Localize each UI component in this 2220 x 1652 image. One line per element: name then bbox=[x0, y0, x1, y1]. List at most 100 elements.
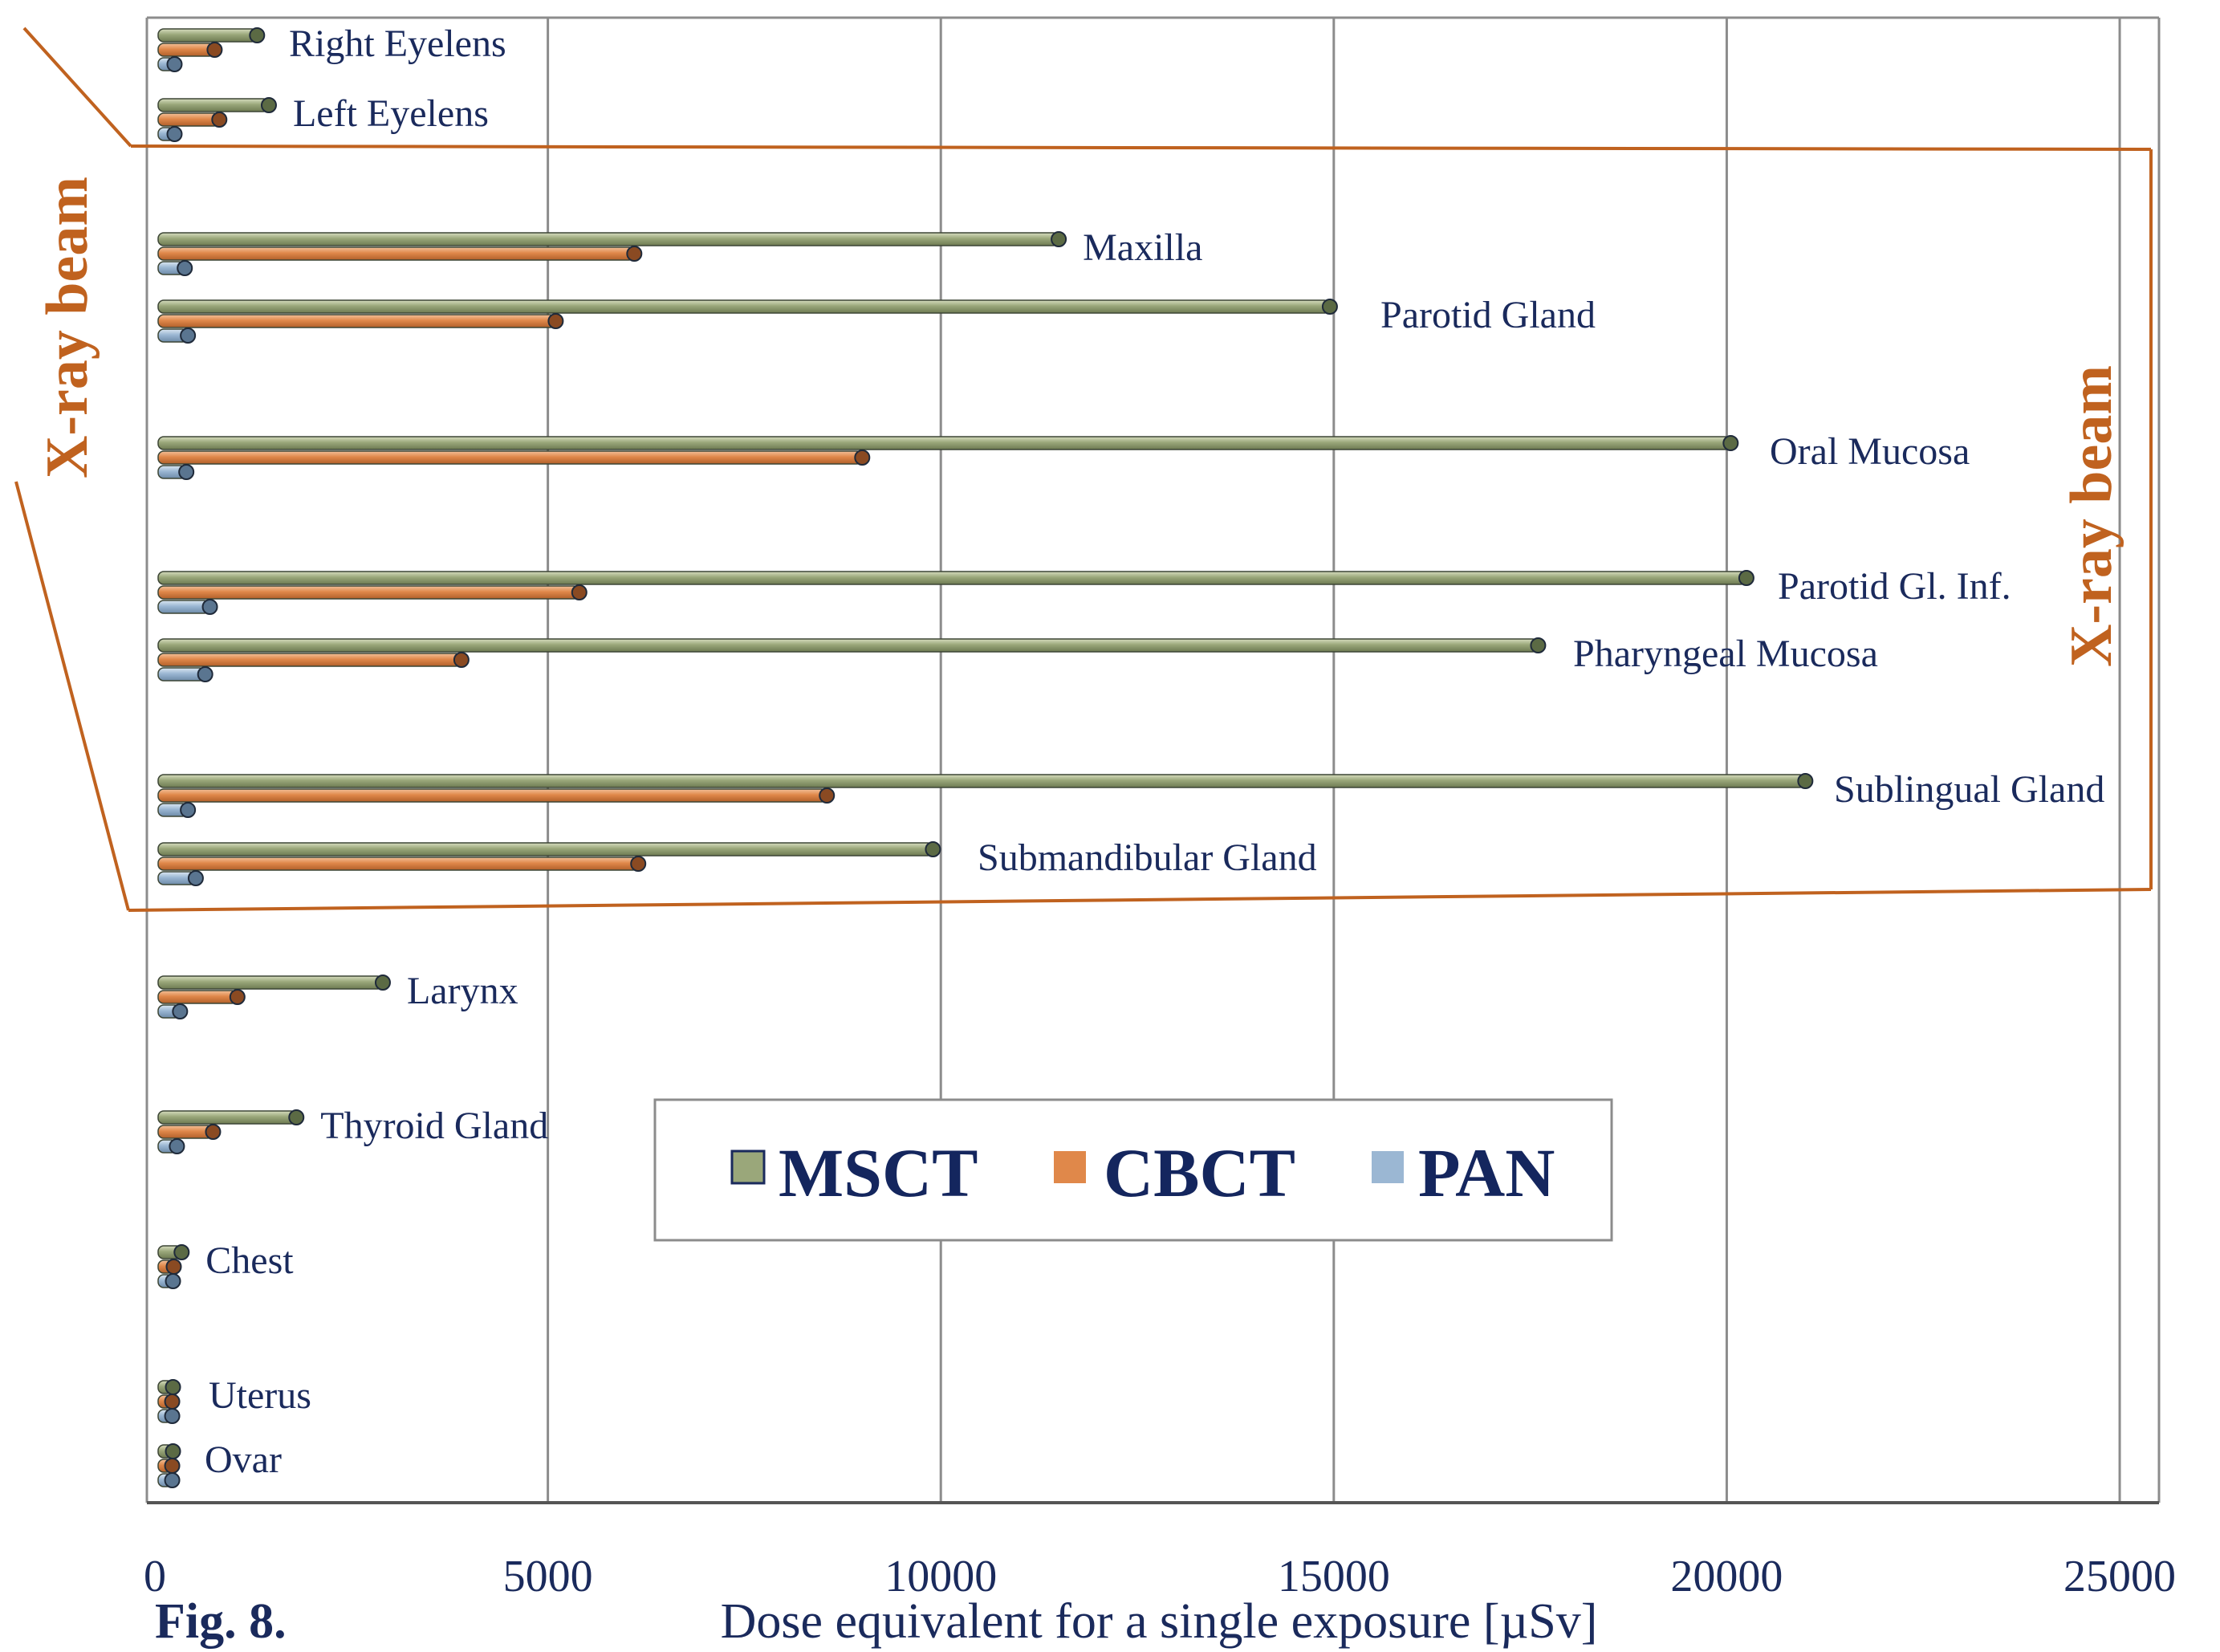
bar-cbct bbox=[157, 1125, 214, 1139]
bar-end-msct bbox=[1797, 773, 1814, 789]
bar-end-msct bbox=[1530, 637, 1547, 653]
bar-end-msct bbox=[173, 1244, 190, 1260]
category-label: Parotid Gl. Inf. bbox=[1778, 565, 2011, 608]
bar-msct bbox=[157, 975, 384, 990]
bar-end-cbct bbox=[229, 989, 246, 1005]
bar-cbct bbox=[157, 585, 580, 600]
bar-end-msct bbox=[1051, 231, 1067, 247]
category-labels: Right Eyelens Left Eyelens Maxilla Parotid … bbox=[205, 22, 2104, 1481]
category-label: Parotid Gland bbox=[1380, 294, 1596, 336]
x-tick-label: 20000 bbox=[1670, 1552, 1783, 1601]
x-tick-label: 25000 bbox=[2063, 1552, 2176, 1601]
bar-end-msct bbox=[249, 27, 266, 43]
x-tick-labels: 0 5000 10000 15000 20000 25000 bbox=[144, 1552, 2176, 1601]
beam-label-left: X-ray beam bbox=[35, 177, 100, 478]
bars bbox=[157, 27, 1814, 1488]
legend-label-msct: MSCT bbox=[779, 1134, 978, 1211]
bar-end-msct bbox=[1738, 570, 1754, 586]
bar-end-pan bbox=[164, 1472, 181, 1488]
bar-end-cbct bbox=[854, 450, 871, 466]
x-ray-beam-outline bbox=[14, 26, 2153, 912]
bar-end-pan bbox=[178, 464, 195, 480]
bar-end-msct bbox=[165, 1443, 181, 1459]
bar-end-pan bbox=[165, 1273, 181, 1289]
bar-end-cbct bbox=[626, 246, 643, 262]
legend-label-cbct: CBCT bbox=[1104, 1134, 1295, 1211]
bar-end-cbct bbox=[630, 856, 647, 872]
x-tick-label: 0 bbox=[144, 1552, 166, 1601]
category-label: Left Eyelens bbox=[293, 92, 489, 135]
bar-end-pan bbox=[201, 599, 218, 615]
bar-end-msct bbox=[165, 1379, 181, 1395]
bar-end-cbct bbox=[165, 1259, 182, 1275]
bar-end-msct bbox=[374, 975, 391, 991]
bar-end-msct bbox=[1321, 299, 1338, 315]
bar-end-cbct bbox=[571, 584, 588, 600]
beam-bottom-line bbox=[128, 888, 2152, 912]
legend-box bbox=[653, 1098, 1613, 1242]
bar-cbct bbox=[157, 788, 827, 803]
x-axis-title: Dose equivalent for a single exposure [µ… bbox=[721, 1594, 1598, 1649]
bar-end-cbct bbox=[206, 42, 223, 58]
bar-end-msct bbox=[260, 97, 277, 113]
bar-end-msct bbox=[925, 841, 941, 857]
beam-top-line bbox=[130, 144, 2152, 151]
figure-label: Fig. 8. bbox=[155, 1594, 287, 1649]
bar-msct bbox=[157, 1110, 298, 1125]
category-label: Submandibular Gland bbox=[978, 836, 1317, 879]
bar-end-pan bbox=[187, 870, 204, 886]
bar-cbct bbox=[157, 857, 639, 871]
category-label: Larynx bbox=[407, 970, 518, 1012]
x-tick-label: 5000 bbox=[503, 1552, 593, 1601]
bar-msct bbox=[157, 774, 1807, 788]
legend-swatch-msct bbox=[730, 1149, 766, 1185]
bar-end-cbct bbox=[547, 313, 564, 329]
category-label: Pharyngeal Mucosa bbox=[1573, 633, 1878, 675]
bar-end-cbct bbox=[205, 1124, 222, 1140]
category-label: Sublingual Gland bbox=[1834, 768, 2104, 811]
bar-msct bbox=[157, 571, 1747, 585]
legend-swatch-cbct bbox=[1054, 1151, 1086, 1183]
bar-msct bbox=[157, 232, 1059, 246]
bar-end-pan bbox=[197, 666, 213, 682]
bar-end-pan bbox=[180, 802, 197, 818]
bar-cbct bbox=[157, 450, 864, 465]
bar-msct bbox=[157, 842, 934, 857]
bar-cbct bbox=[157, 314, 557, 328]
bar-end-cbct bbox=[164, 1394, 181, 1410]
category-label: Thyroid Gland bbox=[320, 1105, 548, 1147]
gridlines bbox=[547, 18, 2121, 1503]
bar-end-cbct bbox=[819, 787, 836, 804]
bar-msct bbox=[157, 436, 1732, 450]
category-label: Chest bbox=[205, 1239, 294, 1282]
bar-end-cbct bbox=[164, 1458, 181, 1474]
category-label: Maxilla bbox=[1083, 226, 1202, 269]
bar-msct bbox=[157, 299, 1331, 314]
bar-end-pan bbox=[166, 56, 183, 72]
bar-cbct bbox=[157, 112, 221, 127]
category-label: Right Eyelens bbox=[289, 22, 506, 65]
beam-bottom-left-diagonal bbox=[14, 481, 130, 911]
bar-msct bbox=[157, 98, 270, 112]
bar-end-pan bbox=[172, 1003, 189, 1019]
legend-label-pan: PAN bbox=[1418, 1134, 1555, 1211]
bar-msct bbox=[157, 28, 258, 43]
x-tick-label: 10000 bbox=[884, 1552, 997, 1601]
bar-end-pan bbox=[164, 1408, 181, 1424]
bar-end-cbct bbox=[453, 652, 470, 668]
bar-cbct bbox=[157, 653, 462, 667]
category-label: Oral Mucosa bbox=[1770, 430, 1970, 473]
bar-end-pan bbox=[180, 328, 197, 344]
bar-end-msct bbox=[1722, 435, 1739, 451]
bar-end-msct bbox=[288, 1109, 305, 1125]
category-label: Uterus bbox=[209, 1374, 311, 1417]
bar-msct bbox=[157, 638, 1539, 653]
bar-end-pan bbox=[169, 1138, 185, 1154]
bar-cbct bbox=[157, 246, 636, 261]
legend: MSCT CBCT PAN bbox=[653, 1098, 1613, 1242]
x-tick-label: 15000 bbox=[1278, 1552, 1390, 1601]
bar-end-pan bbox=[166, 126, 183, 142]
legend-swatch-pan bbox=[1372, 1151, 1404, 1183]
bar-cbct bbox=[157, 43, 216, 57]
